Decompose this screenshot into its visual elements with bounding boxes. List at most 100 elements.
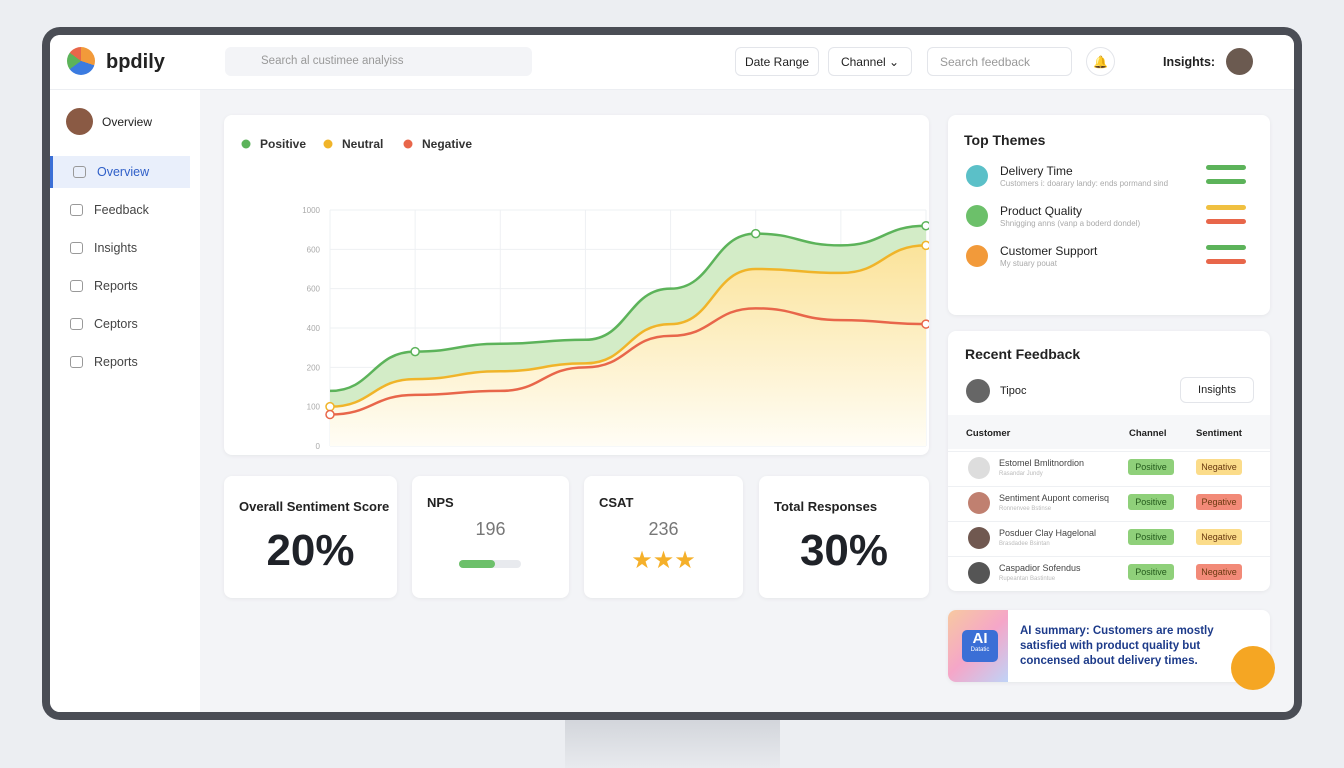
row-avatar: [968, 457, 990, 479]
y-tick-label: 1000: [302, 206, 320, 215]
y-tick-label: 600: [307, 285, 321, 294]
row: [948, 486, 1270, 521]
profile-name[interactable]: Overview: [102, 115, 153, 129]
nav-icon: [70, 318, 83, 330]
channel-pill: Positive: [1128, 529, 1174, 545]
nav-item[interactable]: Insights: [50, 232, 190, 264]
sentiment-pill: Pegative: [1196, 494, 1242, 510]
point: [750, 228, 761, 239]
row-name: Sentiment Aupont comerisq: [999, 493, 1110, 503]
stat-title: CSAT: [599, 495, 634, 510]
row-avatar: [968, 562, 990, 584]
nav-item[interactable]: Reports: [50, 270, 190, 302]
nav-item[interactable]: Overview: [50, 156, 190, 188]
header: bpdily Search al custimee analyiss Date …: [50, 35, 1294, 90]
theme-bar: [1206, 259, 1246, 264]
y-tick-label: 0: [316, 442, 321, 451]
theme-icon: [966, 205, 988, 227]
nav-icon: [70, 356, 83, 368]
badge: AI Datatic: [962, 630, 998, 662]
search[interactable]: Search al custimee analyiss: [225, 47, 532, 76]
area: [330, 245, 926, 446]
theme-sub: My stuary pouat: [1000, 259, 1057, 268]
nav-icon: [73, 166, 86, 178]
user-avatar[interactable]: [1226, 48, 1253, 75]
topic-avatar: [966, 379, 990, 403]
channel[interactable]: Channel ⌄: [828, 47, 912, 76]
stat-card: CSAT 236 ★★★: [584, 476, 743, 598]
y-tick-label: 100: [307, 403, 321, 412]
nav-item[interactable]: Feedback: [50, 194, 190, 226]
y-tick-label: 200: [307, 363, 321, 372]
nav-item[interactable]: Ceptors: [50, 308, 190, 340]
sentiment-pill: Negative: [1196, 529, 1242, 545]
row: [948, 451, 1270, 486]
point: [325, 409, 335, 420]
point: [921, 220, 931, 231]
insights-button[interactable]: Insights: [1180, 377, 1254, 403]
line: [329, 244, 927, 408]
profile-avatar: [66, 108, 93, 135]
monitor-stand: [565, 712, 780, 768]
channel-pill: Positive: [1128, 459, 1174, 475]
stars: ★★★: [631, 547, 696, 574]
theme-bar: [1206, 219, 1246, 224]
theme-bar: [1206, 245, 1246, 250]
row-name: Caspadior Sofendus: [999, 563, 1081, 573]
theme-bar: [1206, 165, 1246, 170]
badge-label: AI: [972, 630, 988, 647]
stat-value: 196: [475, 519, 506, 539]
channel-pill: Positive: [1128, 494, 1174, 510]
summary-action[interactable]: [1231, 646, 1275, 690]
row-sub: Rasandar Jundy: [999, 471, 1043, 477]
feedback-card: Recent Feedback Tipoc Insights Customer C…: [948, 331, 1270, 591]
summary-text: AI summary: Customers are mostly satisfi…: [1020, 625, 1214, 667]
row-sub: Brasdadee Bsintan: [999, 541, 1050, 547]
y-tick-label: 600: [307, 245, 321, 254]
stat-title: Overall Sentiment Score: [239, 499, 390, 514]
feedback-title: Recent Feedback: [965, 346, 1081, 362]
row-name: Estomel Bmlitnordion: [999, 458, 1085, 468]
screen: bpdily Search al custimee analyiss Date …: [50, 35, 1294, 712]
themes-title: Top Themes: [964, 132, 1046, 148]
channel-pill: Positive: [1128, 564, 1174, 580]
row: [948, 521, 1270, 556]
chart-card: 10006006004002001000OneDallDlandTure7use…: [224, 115, 940, 465]
sentiment-pill: Negative: [1196, 564, 1242, 580]
notifications[interactable]: 🔔: [1086, 47, 1115, 76]
nps-bar: [459, 560, 495, 568]
point: [921, 319, 931, 329]
row: [948, 556, 1270, 591]
nav-icon: [70, 204, 83, 216]
column-header: Sentiment: [1196, 428, 1242, 439]
row-avatar: [968, 527, 990, 549]
point: [410, 346, 420, 357]
theme-bar: [1206, 179, 1246, 184]
legend-label: Neutral: [342, 137, 383, 151]
row-avatar: [968, 492, 990, 514]
date-range[interactable]: Date Range: [735, 47, 819, 76]
sentiment-pill: Negative: [1196, 459, 1242, 475]
column-header: Channel: [1129, 428, 1167, 439]
row-name: Posduer Clay Hagelonal: [999, 528, 1097, 538]
stat-card: Total Responses 30%: [759, 476, 929, 598]
search-feedback[interactable]: Search feedback: [927, 47, 1072, 76]
point: [921, 240, 931, 251]
nav-item[interactable]: Reports: [50, 346, 190, 378]
topic: Tipoc: [1000, 385, 1027, 397]
legend-label: Negative: [422, 137, 472, 151]
user-name[interactable]: Insights:: [1163, 55, 1216, 69]
search-placeholder: Search al custimee analyiss: [261, 55, 404, 67]
logo: bpdily: [106, 51, 165, 73]
theme-sub: Shnigging anns (vanp a boderd dondel): [1000, 219, 1141, 228]
row-sub: Ronnenvee Bstinse: [999, 506, 1052, 512]
badge-sub: Datatic: [970, 647, 990, 653]
stat-value: 30%: [799, 526, 889, 575]
nav-icon: [70, 242, 83, 254]
theme-icon: [966, 165, 988, 187]
summary-card: AI Datatic AI summary: Customers are mos…: [948, 610, 1270, 682]
point: [325, 401, 335, 412]
stat-card: NPS 196: [412, 476, 569, 598]
y-tick-label: 400: [307, 324, 321, 333]
